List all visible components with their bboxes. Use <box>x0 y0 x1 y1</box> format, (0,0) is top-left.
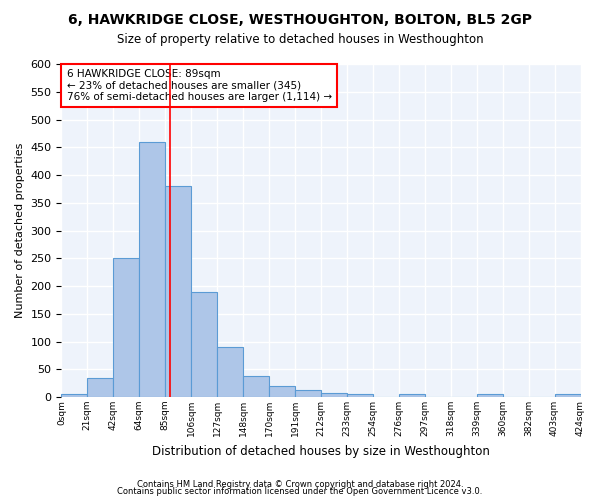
Text: 6, HAWKRIDGE CLOSE, WESTHOUGHTON, BOLTON, BL5 2GP: 6, HAWKRIDGE CLOSE, WESTHOUGHTON, BOLTON… <box>68 12 532 26</box>
Text: Contains HM Land Registry data © Crown copyright and database right 2024.: Contains HM Land Registry data © Crown c… <box>137 480 463 489</box>
Bar <box>295 390 321 397</box>
Bar <box>88 378 113 397</box>
X-axis label: Distribution of detached houses by size in Westhoughton: Distribution of detached houses by size … <box>152 444 490 458</box>
Bar <box>165 186 191 397</box>
Bar <box>113 258 139 397</box>
Bar <box>476 394 503 397</box>
Text: Size of property relative to detached houses in Westhoughton: Size of property relative to detached ho… <box>116 32 484 46</box>
Bar <box>61 394 88 397</box>
Y-axis label: Number of detached properties: Number of detached properties <box>15 143 25 318</box>
Bar <box>217 347 243 397</box>
Bar <box>347 394 373 397</box>
Bar <box>321 392 347 397</box>
Text: Contains public sector information licensed under the Open Government Licence v3: Contains public sector information licen… <box>118 487 482 496</box>
Bar <box>191 292 217 397</box>
Text: 6 HAWKRIDGE CLOSE: 89sqm
← 23% of detached houses are smaller (345)
76% of semi-: 6 HAWKRIDGE CLOSE: 89sqm ← 23% of detach… <box>67 69 332 102</box>
Bar <box>243 376 269 397</box>
Bar <box>399 394 425 397</box>
Bar <box>269 386 295 397</box>
Bar <box>139 142 165 397</box>
Bar <box>554 394 581 397</box>
